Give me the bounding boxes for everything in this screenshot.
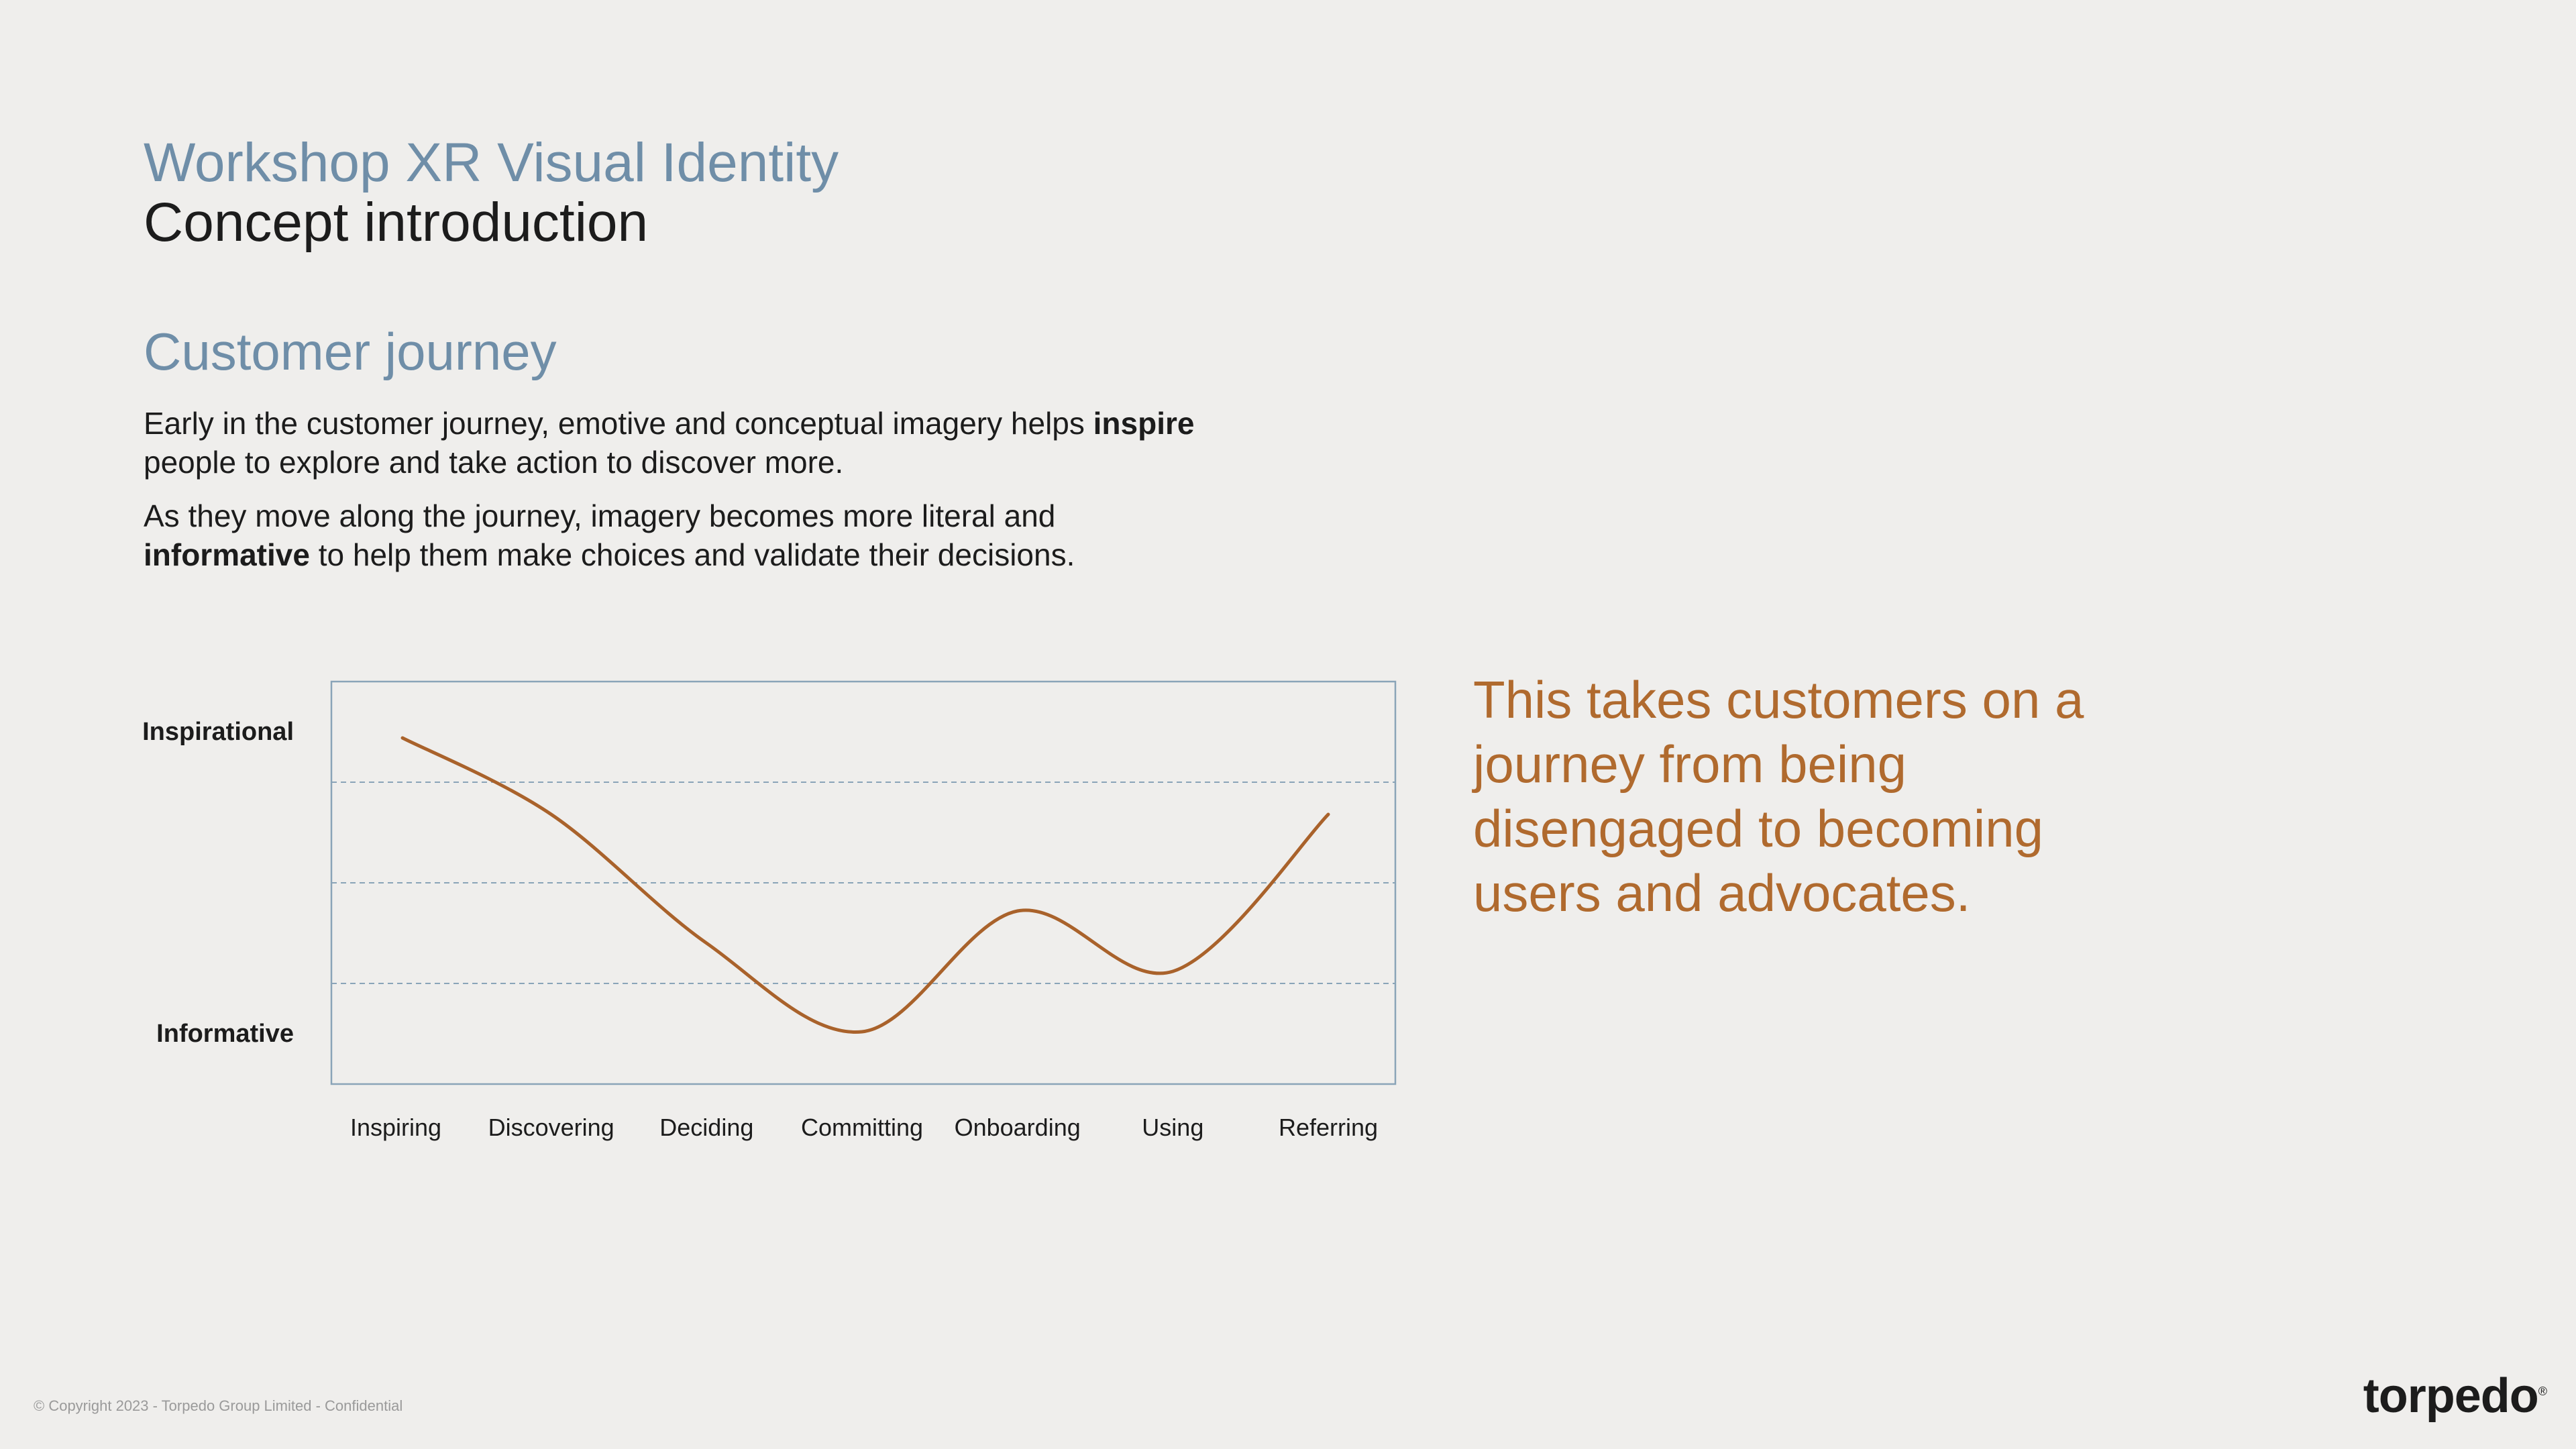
page-title: Workshop XR Visual Identity xyxy=(144,132,839,193)
para2-text-start: As they move along the journey, imagery … xyxy=(144,498,1056,533)
para1-text-end: people to explore and take action to dis… xyxy=(144,445,844,480)
intro-paragraph-1: Early in the customer journey, emotive a… xyxy=(144,404,1217,482)
section-heading: Customer journey xyxy=(144,322,557,381)
y-axis-label-top: Inspirational xyxy=(142,718,294,746)
torpedo-logo: torpedo® xyxy=(2363,1368,2547,1424)
registered-mark-icon: ® xyxy=(2538,1385,2547,1398)
x-tick-label-committing: Committing xyxy=(801,1114,923,1141)
x-tick-label-inspiring: Inspiring xyxy=(350,1114,441,1141)
y-axis-label-bottom: Informative xyxy=(156,1020,294,1048)
journey-line xyxy=(400,736,1330,1034)
intro-paragraph-2: As they move along the journey, imagery … xyxy=(144,496,1217,574)
copyright-text: © Copyright 2023 - Torpedo Group Limited… xyxy=(34,1397,403,1414)
para1-bold-word: inspire xyxy=(1093,406,1195,441)
page-subtitle: Concept introduction xyxy=(144,192,649,253)
x-tick-label-discovering: Discovering xyxy=(488,1114,614,1141)
callout-text: This takes customers on a journey from b… xyxy=(1473,670,2084,922)
para1-text-start: Early in the customer journey, emotive a… xyxy=(144,406,1093,441)
logo-wordmark: torpedo xyxy=(2363,1369,2539,1423)
x-tick-label-deciding: Deciding xyxy=(659,1114,753,1141)
para2-text-end: to help them make choices and validate t… xyxy=(309,537,1075,572)
para2-bold-word: informative xyxy=(144,537,310,572)
x-tick-label-onboarding: Onboarding xyxy=(955,1114,1081,1141)
x-tick-label-using: Using xyxy=(1142,1114,1203,1141)
x-tick-label-referring: Referring xyxy=(1279,1114,1378,1141)
